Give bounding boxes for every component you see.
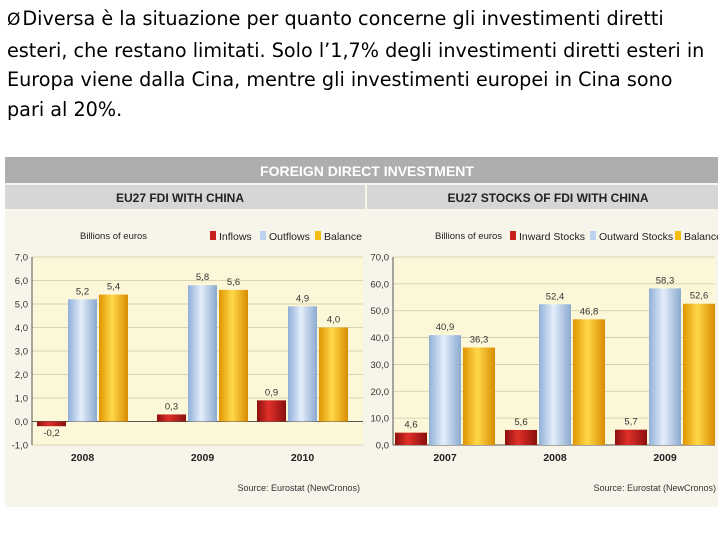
fdi-stocks-chart: EU27 STOCKS OF FDI WITH CHINA Billions of…	[371, 191, 719, 464]
flows-legend-swatch-3	[315, 231, 321, 240]
stocks-data-label: 58,3	[656, 275, 675, 286]
stocks-bar-2009-1	[615, 429, 647, 445]
stocks-bar-2008-3	[573, 319, 605, 445]
stocks-legend-swatch-1	[510, 231, 516, 240]
flows-chart-title: EU27 FDI WITH CHINA	[116, 191, 244, 205]
stocks-bar-2007-2	[429, 335, 461, 445]
figure-header-bar	[5, 157, 718, 183]
source-note-left: Source: Eurostat (NewCronos)	[237, 483, 360, 493]
flows-legend-swatch-1	[210, 231, 216, 240]
flows-legend-label-1: Inflows	[219, 231, 252, 243]
flows-bar-2010-1	[257, 400, 286, 422]
stocks-data-label: 5,6	[514, 417, 527, 428]
stocks-y-tick-label: 10,0	[371, 414, 390, 425]
flows-bar-2009-2	[188, 285, 217, 422]
flows-bar-2008-1	[37, 421, 66, 427]
stocks-y-tick-label: 40,0	[371, 333, 390, 344]
flows-bar-2008-2	[68, 299, 97, 422]
flows-unit-label: Billions of euros	[80, 231, 147, 242]
right-subheader-bar	[367, 185, 718, 209]
stocks-bar-2007-3	[463, 347, 495, 445]
stocks-legend-label-1: Inward Stocks	[519, 231, 585, 243]
flows-data-label: 5,6	[227, 277, 240, 288]
flows-bar-2009-3	[219, 289, 248, 422]
bullet-paragraph: Ø Diversa è la situazione per quanto conc…	[7, 4, 715, 124]
stocks-category-label-2009: 2009	[653, 452, 677, 464]
flows-y-tick-label: 7,0	[15, 253, 28, 264]
stocks-bar-2009-2	[649, 288, 681, 445]
flows-y-tick-label: 3,0	[15, 347, 28, 358]
stocks-y-tick-label: 60,0	[371, 279, 390, 290]
flows-legend-label-3: Balance	[324, 231, 362, 243]
flows-data-label: 0,3	[165, 401, 178, 412]
flows-category-label-2009: 2009	[191, 452, 215, 464]
flows-bar-2009-1	[157, 414, 186, 422]
flows-legend-label-2: Outflows	[269, 231, 310, 243]
stocks-y-tick-label: 20,0	[371, 387, 390, 398]
stocks-category-label-2008: 2008	[543, 452, 567, 464]
stocks-category-label-2007: 2007	[433, 452, 457, 464]
flows-data-label: 5,2	[76, 286, 89, 297]
flows-y-tick-label: 6,0	[15, 276, 28, 287]
stocks-unit-label: Billions of euros	[435, 231, 502, 242]
flows-data-label: 5,4	[107, 282, 120, 293]
stocks-data-label: 4,6	[404, 420, 417, 431]
stocks-y-tick-label: 50,0	[371, 306, 390, 317]
stocks-bar-2009-3	[683, 303, 715, 445]
stocks-bar-2008-2	[539, 304, 571, 445]
flows-data-label: -0,2	[43, 428, 59, 439]
flows-bar-2010-3	[319, 327, 348, 422]
stocks-legend-label-3: Balance	[684, 231, 718, 243]
stocks-legend-swatch-2	[590, 231, 596, 240]
fdi-flows-chart: EU27 FDI WITH CHINA Billions of euros Infl…	[12, 191, 363, 464]
stocks-y-tick-label: 30,0	[371, 360, 390, 371]
stocks-y-tick-label: 70,0	[371, 253, 390, 264]
flows-bar-2010-2	[288, 306, 317, 422]
stocks-data-label: 36,3	[470, 335, 489, 346]
left-subheader-bar	[5, 185, 365, 209]
stocks-data-label: 5,7	[624, 417, 637, 428]
stocks-legend-label-2: Outward Stocks	[599, 231, 673, 243]
flows-y-tick-label: 4,0	[15, 323, 28, 334]
flows-y-tick-label: 2,0	[15, 370, 28, 381]
flows-data-label: 5,8	[196, 272, 209, 283]
flows-y-tick-label: 1,0	[15, 394, 28, 405]
stocks-y-tick-label: 0,0	[376, 441, 389, 452]
flows-legend-swatch-2	[260, 231, 266, 240]
fdi-figure: FOREIGN DIRECT INVESTMENT EU27 FDI WITH …	[5, 157, 718, 507]
bullet-text: Diversa è la situazione per quanto conce…	[7, 7, 705, 121]
stocks-data-label: 52,6	[690, 291, 709, 302]
flows-data-label: 4,9	[296, 293, 309, 304]
flows-y-tick-label: 0,0	[15, 417, 28, 428]
stocks-legend-swatch-3	[675, 231, 681, 240]
bullet-arrow-icon: Ø	[7, 10, 21, 30]
figure-header: FOREIGN DIRECT INVESTMENT	[260, 163, 474, 179]
flows-y-tick-label: -1,0	[12, 441, 28, 452]
flows-data-label: 0,9	[265, 387, 278, 398]
flows-bar-2008-3	[99, 294, 128, 422]
stocks-bar-2007-1	[395, 432, 427, 445]
stocks-bar-2008-1	[505, 429, 537, 445]
stocks-data-label: 46,8	[580, 306, 599, 317]
stocks-data-label: 52,4	[546, 291, 565, 302]
flows-category-label-2010: 2010	[291, 452, 315, 464]
source-note-right: Source: Eurostat (NewCronos)	[593, 483, 716, 493]
stocks-data-label: 40,9	[436, 322, 455, 333]
flows-category-label-2008: 2008	[71, 452, 95, 464]
flows-y-tick-label: 5,0	[15, 300, 28, 311]
flows-data-label: 4,0	[327, 315, 340, 326]
stocks-chart-title: EU27 STOCKS OF FDI WITH CHINA	[447, 191, 648, 205]
